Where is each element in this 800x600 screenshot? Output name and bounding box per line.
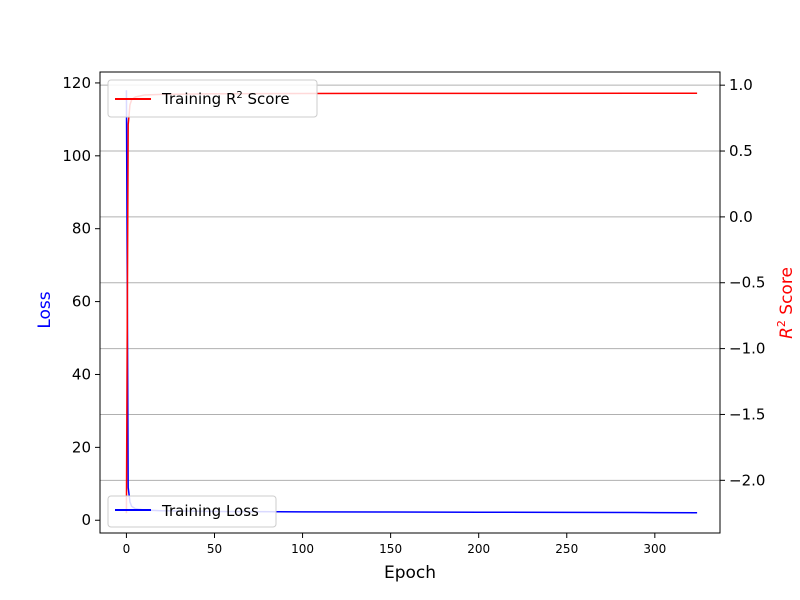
y-right-axis-label: R2 Score [775,267,797,339]
legend-r2-label-sup: 2 [236,90,242,101]
x-tick-label: 50 [207,542,222,556]
legend-r2: Training R2 Score [107,79,318,118]
y-left-tick-label: 120 [62,74,91,92]
y-left-tick-label: 80 [72,220,91,238]
legend-r2-label-base: Training R [161,90,236,108]
x-axis-ticks: 0 50 100 150 200 250 300 [123,533,666,556]
x-tick-label: 250 [555,542,578,556]
grid-lines [100,84,720,481]
y-right-axis-ticks: 1.0 0.5 0.0 −0.5 −1.0 −1.5 −2.0 [720,76,765,489]
y-right-tick-label: −1.0 [729,340,765,358]
x-axis-label: Epoch [384,563,436,583]
y-right-tick-label: −1.5 [729,405,765,423]
legend-r2-label-suffix: Score [243,90,290,108]
y-left-tick-label: 100 [62,147,91,165]
x-tick-label: 0 [123,542,131,556]
y-left-axis-label: Loss [35,291,55,328]
x-tick-label: 100 [291,542,314,556]
y-left-tick-label: 40 [72,365,91,383]
legend-loss: Training Loss [107,495,277,528]
series-line-training-r2 [125,92,698,514]
y-right-tick-label: 0.0 [729,208,753,226]
y-right-label-base: R [777,327,797,339]
series-lines [125,90,698,514]
y-left-tick-label: 20 [72,438,91,456]
legend-loss-box [107,495,277,528]
x-tick-label: 200 [467,542,490,556]
legend-loss-label: Training Loss [161,502,259,520]
y-right-tick-label: 1.0 [729,76,753,94]
legend-r2-box [107,79,318,118]
y-right-tick-label: −0.5 [729,274,765,292]
y-right-label-suffix: Score [777,267,797,320]
x-tick-label: 300 [643,542,666,556]
series-line-training-loss [125,90,698,514]
y-left-axis-ticks: 0 20 40 60 80 100 120 [62,74,100,529]
y-left-tick-label: 60 [72,293,91,311]
plot-frame [99,71,721,534]
y-right-tick-label: 0.5 [729,142,753,160]
x-tick-label: 150 [379,542,402,556]
legend-r2-label: Training R2 Score [161,90,290,108]
y-right-label-sup: 2 [775,320,788,327]
y-right-tick-label: −2.0 [729,471,765,489]
y-left-tick-label: 0 [81,511,91,529]
